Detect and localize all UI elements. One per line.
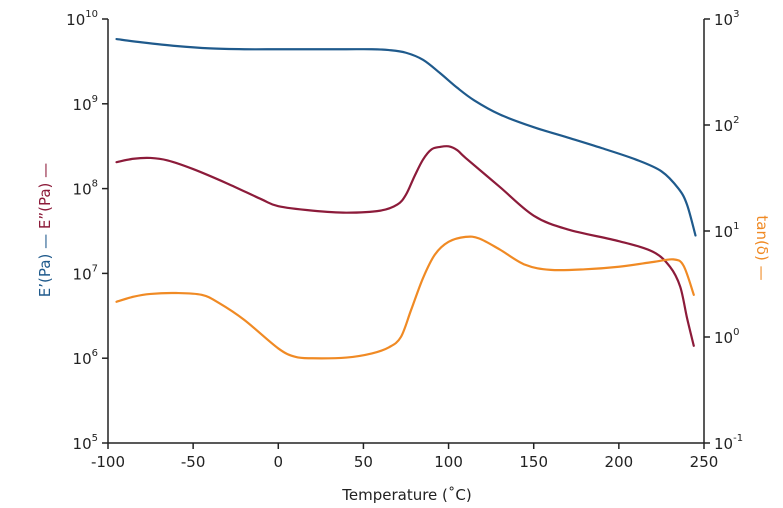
y-left-title-part: E’(Pa) [36,254,54,298]
y-left-title-part: — [36,229,54,254]
x-tick-label: -50 [181,453,206,471]
y-right-tick-label: 10-1 [714,433,743,453]
y-left-tick-label: 108 [73,179,98,199]
y-right-title-part: tan(δ) [753,215,771,260]
y-right-tick-exponent: 0 [733,327,739,338]
x-tick-label: 250 [690,453,719,471]
y-left-tick-base: 10 [73,181,92,199]
y-left-title-part: E”(Pa) [36,183,54,230]
y-left-tick-base: 10 [73,350,92,368]
axes: -100 -50 0 50 100 150 200 250105106107108109101… [66,9,743,471]
y-left-tick-label: 106 [73,348,98,368]
y-left-tick-base: 10 [73,96,92,114]
y-left-tick-exponent: 9 [92,94,98,105]
y-right-axis-title: tan(δ) — [753,215,771,280]
y-left-tick-label: 105 [73,433,98,453]
x-tick-label: 0 [274,453,284,471]
y-right-tick-label: 103 [714,9,739,29]
y-left-tick-label: 109 [73,94,98,114]
y-left-title-part: — [36,163,54,183]
y-left-tick-label: 1010 [66,9,98,29]
y-left-tick-label: 107 [73,263,98,283]
y-left-axis-title: E’(Pa) — E”(Pa) — [36,163,54,297]
y-right-tick-exponent: 2 [733,115,739,126]
y-left-tick-exponent: 8 [92,179,98,190]
y-right-tick-base: 10 [714,223,733,241]
y-right-tick-exponent: 1 [733,221,739,232]
y-right-tick-base: 10 [714,11,733,29]
x-tick-label: 100 [434,453,463,471]
x-tick-label: 150 [519,453,548,471]
x-tick-label: 200 [605,453,634,471]
series-layer [115,37,697,360]
y-left-tick-exponent: 6 [92,348,98,359]
y-right-tick-exponent: 3 [733,9,739,20]
x-tick-label: 50 [354,453,373,471]
y-left-tick-base: 10 [66,11,85,29]
series-line-tan_delta [115,235,695,360]
y-left-tick-base: 10 [73,265,92,283]
y-left-tick-base: 10 [73,435,92,453]
series-line-loss [115,145,695,347]
y-right-tick-base: 10 [714,435,733,453]
y-right-tick-base: 10 [714,117,733,135]
y-left-tick-exponent: 10 [85,9,98,20]
y-right-tick-base: 10 [714,329,733,347]
y-right-title-part: — [753,261,771,281]
x-tick-label: -100 [91,453,125,471]
y-right-tick-label: 101 [714,221,739,241]
y-right-tick-label: 102 [714,115,739,135]
y-right-tick-exponent: -1 [733,433,743,444]
series-line-storage [115,37,697,237]
y-left-tick-exponent: 7 [92,263,98,274]
y-left-tick-exponent: 5 [92,433,98,444]
labels-layer: Temperature (˚C) E’(Pa) — E”(Pa) — tan(δ… [36,163,771,504]
y-right-tick-label: 100 [714,327,739,347]
x-axis-title: Temperature (˚C) [341,486,471,504]
